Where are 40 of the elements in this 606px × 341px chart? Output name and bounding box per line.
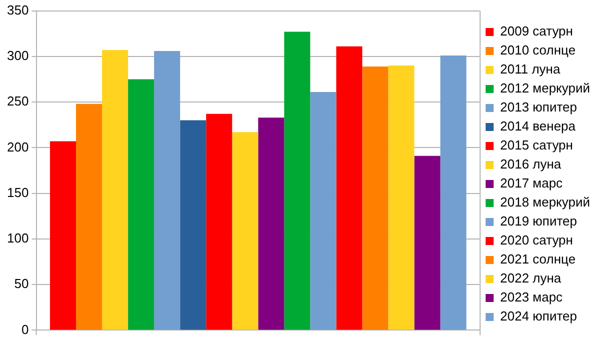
bar	[258, 118, 284, 330]
legend-label: 2012 меркурий	[500, 80, 590, 96]
bar	[128, 79, 154, 330]
legend-label: 2018 меркурий	[500, 194, 590, 210]
bar	[284, 32, 310, 330]
bar	[206, 114, 232, 330]
y-tick-label: 250	[6, 94, 29, 109]
bar	[102, 50, 128, 330]
legend-label: 2021 солнце	[500, 252, 576, 267]
legend-label: 2023 марс	[500, 290, 564, 305]
bar	[50, 141, 76, 330]
y-tick-label: 150	[6, 184, 29, 200]
bar	[154, 50, 180, 330]
bar	[336, 46, 362, 330]
legend-label: 2017 марс	[500, 176, 564, 191]
legend-label: 2024 юпитер	[500, 308, 577, 324]
bar	[414, 156, 440, 330]
legend-label: 2016 луна	[500, 156, 562, 172]
y-tick-label: 300	[6, 48, 29, 64]
legend-label: 2020 сатурн	[500, 232, 573, 248]
bar	[310, 92, 336, 330]
legend-label: 2019 юпитер	[500, 214, 577, 229]
legend-label: 2009 сатурн	[500, 24, 573, 39]
bar	[440, 56, 466, 330]
bar	[76, 104, 102, 330]
legend-label: 2013 юпитер	[500, 100, 577, 115]
legend-label: 2014 венера	[500, 118, 576, 134]
legend-label: 2015 сатурн	[500, 138, 573, 153]
y-tick-label: 350	[6, 2, 29, 18]
legend-label: 2010 солнце	[500, 42, 576, 58]
y-tick-label: 200	[6, 139, 29, 154]
bar	[388, 66, 414, 330]
bar	[180, 120, 206, 330]
bar	[362, 66, 388, 330]
y-tick-label: 0	[21, 322, 29, 337]
bar	[232, 132, 258, 330]
y-tick-label: 50	[14, 276, 29, 292]
legend-label: 2011 луна	[500, 62, 561, 77]
legend-label: 2022 луна	[500, 270, 562, 286]
y-tick-label: 100	[6, 230, 29, 246]
